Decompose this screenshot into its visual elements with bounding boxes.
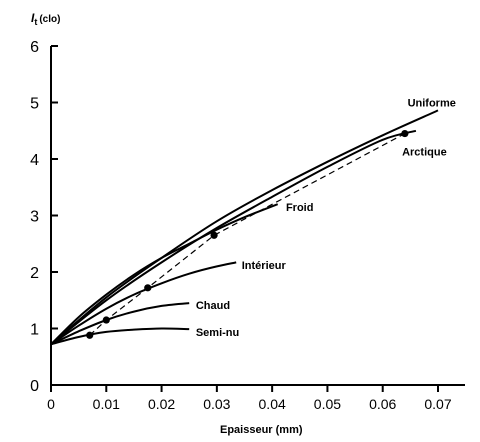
y-tick-label: 3 <box>30 209 39 226</box>
y-tick-label: 2 <box>30 265 39 282</box>
y-tick-label: 4 <box>30 152 39 169</box>
y-axis-title-unit: (clo) <box>39 14 60 25</box>
data-point-marker <box>144 284 152 292</box>
series-line-chaud <box>50 302 190 346</box>
series-line-semi-nu <box>50 327 190 346</box>
y-tick-label: 1 <box>30 322 39 339</box>
series-label-uniforme: Uniforme <box>408 98 456 110</box>
series-label-semi-nu: Semi-nu <box>196 327 239 339</box>
series-label-froid: Froid <box>286 202 314 214</box>
data-point-marker <box>102 316 110 324</box>
y-tick-label: 5 <box>30 96 39 113</box>
y-axis-title-main: I <box>31 11 35 25</box>
y-tick-label: 6 <box>30 39 39 56</box>
series-label-interieur: Intérieur <box>242 260 287 272</box>
x-tick-label: 0.06 <box>369 396 396 412</box>
series-line-arctique <box>50 129 417 346</box>
x-tick-label: 0.01 <box>93 396 120 412</box>
series-label-arctique: Arctique <box>402 147 447 159</box>
dashed-layer <box>89 133 406 336</box>
x-tick-label: 0.02 <box>148 396 175 412</box>
y-axis-title: It (clo) <box>31 11 60 27</box>
data-point-marker <box>86 331 94 339</box>
ticks: 0 1 2 3 4 5 6 0 0.01 0.02 0.03 0.04 0.05 0.06 0.07 <box>30 39 452 412</box>
series-line-uniforme <box>50 109 439 346</box>
x-tick-label: 0.04 <box>259 396 286 412</box>
series-label-chaud: Chaud <box>196 300 230 312</box>
data-point-marker <box>401 129 409 138</box>
y-tick-label: 0 <box>30 378 39 395</box>
x-axis-title: Epaisseur (mm) <box>220 424 303 436</box>
label-layer: Uniforme Arctique Froid Intérieur Chaud Semi-… <box>196 98 456 339</box>
dashed-trend-line <box>89 133 406 336</box>
x-tick-label: 0.07 <box>424 396 451 412</box>
data-point-marker <box>210 231 218 239</box>
x-tick-label: 0.05 <box>314 396 341 412</box>
series-line-froid <box>50 203 279 346</box>
axes <box>50 46 465 386</box>
x-tick-label: 0 <box>47 396 55 412</box>
marker-layer <box>86 129 409 339</box>
y-axis-title-sub: t <box>34 17 37 27</box>
series-layer <box>50 109 439 346</box>
x-tick-label: 0.03 <box>203 396 230 412</box>
